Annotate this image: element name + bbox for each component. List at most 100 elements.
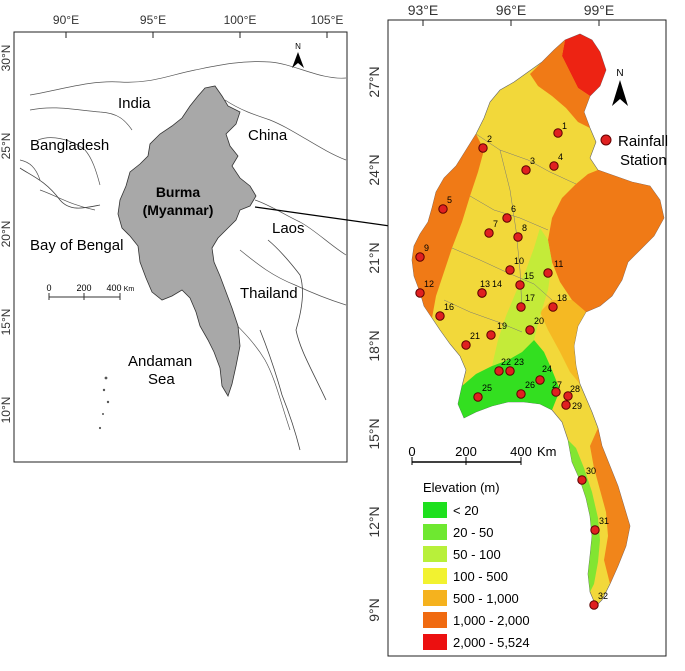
elevation-class-label-3: 50 - 100: [453, 547, 501, 562]
tick-label-90e: 90°E: [53, 13, 79, 27]
overview-map: 90°E 95°E 100°E 105°E 30°N 25°N 20°N 15°…: [0, 13, 348, 463]
station-label-18: 18: [557, 293, 567, 303]
andaman-islands: [98, 376, 110, 430]
rainfall-station-8: [513, 232, 523, 242]
rainfall-station-23: [505, 366, 515, 376]
rainfall-station-24: [535, 375, 545, 385]
rainfall-station-11: [543, 268, 553, 278]
station-label-3: 3: [530, 156, 535, 166]
rainfall-station-18: [548, 302, 558, 312]
station-label-23: 23: [514, 357, 524, 367]
station-label-6: 6: [511, 204, 516, 214]
station-legend-label-1: Rainfall: [618, 133, 668, 150]
station-label-4: 4: [558, 152, 563, 162]
rainfall-station-2: [478, 143, 488, 153]
western-hills: [412, 134, 484, 318]
sea-label-bay-of-bengal: Bay of Bengal: [30, 237, 123, 254]
tick-label-20n: 20°N: [0, 221, 13, 248]
tick-label-93e: 93°E: [408, 2, 439, 18]
elevation-legend-title: Elevation (m): [423, 480, 500, 495]
station-label-2: 2: [487, 134, 492, 144]
svg-text:N: N: [616, 68, 623, 79]
burma-country-shape: [117, 85, 257, 397]
station-label-15: 15: [524, 271, 534, 281]
tick-label-18n: 18°N: [366, 330, 382, 361]
station-label-28: 28: [570, 384, 580, 394]
tick-label-105e: 105°E: [311, 13, 344, 27]
station-label-13: 13: [480, 279, 490, 289]
country-label-china: China: [248, 127, 288, 144]
burma-label: Burma: [156, 184, 201, 200]
rainfall-station-25: [473, 392, 483, 402]
rainfall-station-21: [461, 340, 471, 350]
rainfall-station-30: [577, 475, 587, 485]
station-label-32: 32: [598, 591, 608, 601]
elevation-swatch-5: [423, 590, 447, 606]
station-label-14: 14: [492, 279, 502, 289]
overview-north-arrow-icon: N: [292, 42, 304, 68]
rainfall-station-15: [515, 280, 525, 290]
rainfall-station-20: [525, 325, 535, 335]
elevation-swatch-7: [423, 634, 447, 650]
rainfall-station-3: [521, 165, 531, 175]
country-label-bangladesh: Bangladesh: [30, 137, 109, 154]
elevation-class-label-5: 500 - 1,000: [453, 591, 519, 606]
rainfall-station-32: [589, 600, 599, 610]
rainfall-station-26: [516, 389, 526, 399]
rainfall-station-17: [516, 302, 526, 312]
tick-label-25n: 25°N: [0, 133, 13, 160]
station-label-8: 8: [522, 223, 527, 233]
rainfall-station-16: [435, 311, 445, 321]
myanmar-label: (Myanmar): [143, 202, 214, 218]
scale-label-0: 0: [46, 283, 51, 293]
detail-scale-bar: 0 200 400 Km: [408, 444, 557, 465]
rainfall-station-10: [505, 265, 515, 275]
northern-highlands: [562, 34, 606, 96]
scale-label-400: 400: [106, 283, 121, 293]
rainfall-station-12: [415, 288, 425, 298]
station-label-29: 29: [572, 401, 582, 411]
station-label-11: 11: [554, 259, 563, 269]
detail-scale-label-km: Km: [537, 444, 557, 459]
elevation-class-label-2: 20 - 50: [453, 525, 493, 540]
shan-orange: [540, 300, 586, 384]
tick-label-96e: 96°E: [496, 2, 527, 18]
detail-north-arrow-icon: N: [612, 68, 628, 106]
rainfall-station-5: [438, 204, 448, 214]
tick-label-15n: 15°N: [0, 309, 13, 336]
country-label-india: India: [118, 95, 151, 112]
detail-scale-label-200: 200: [455, 444, 477, 459]
elevation-class-label-1: < 20: [453, 503, 479, 518]
rainfall-station-14: [477, 288, 487, 298]
elevation-class-label-6: 1,000 - 2,000: [453, 613, 530, 628]
central-lowlands: [492, 228, 552, 366]
station-label-7: 7: [493, 219, 498, 229]
elevation-swatch-2: [423, 524, 447, 540]
svg-text:N: N: [295, 42, 301, 51]
station-label-1: 1: [562, 121, 567, 131]
rainfall-station-28: [563, 391, 573, 401]
tick-label-12n: 12°N: [366, 506, 382, 537]
elevation-swatch-4: [423, 568, 447, 584]
sea-label-andaman: Andaman: [128, 353, 192, 370]
station-label-27: 27: [552, 380, 562, 390]
tick-label-100e: 100°E: [224, 13, 257, 27]
irrawaddy-delta: [458, 340, 560, 418]
detail-scale-label-0: 0: [408, 444, 415, 459]
rainfall-station-31: [590, 525, 600, 535]
rainfall-station-6: [502, 213, 512, 223]
elevation-swatch-6: [423, 612, 447, 628]
station-legend-label-2: Station: [620, 152, 667, 169]
station-label-24: 24: [542, 364, 552, 374]
rainfall-station-29: [561, 400, 571, 410]
station-label-31: 31: [599, 516, 609, 526]
station-label-16: 16: [444, 302, 454, 312]
tenasserim-ridge: [590, 428, 630, 584]
country-label-thailand: Thailand: [240, 285, 298, 302]
sea-label-sea: Sea: [148, 371, 175, 388]
station-label-25: 25: [482, 383, 492, 393]
shan-plateau: [548, 170, 664, 312]
rainfall-station-27: [551, 387, 561, 397]
station-label-26: 26: [525, 380, 535, 390]
